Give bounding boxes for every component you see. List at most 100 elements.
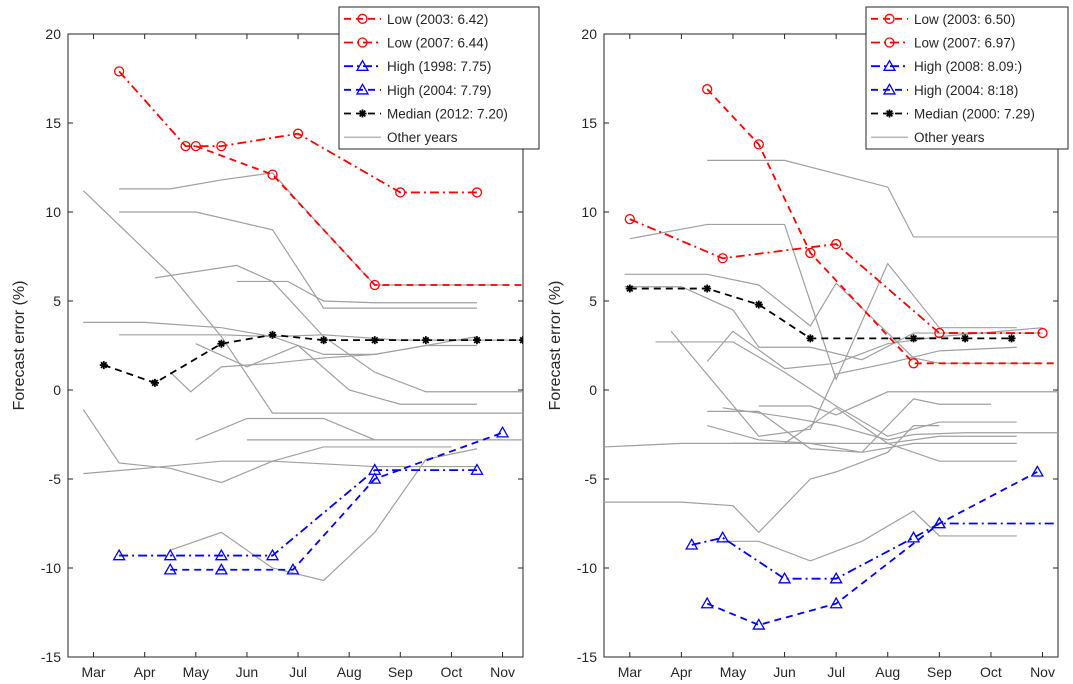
series-high-dash xyxy=(700,465,1044,630)
other-year-line xyxy=(706,327,1043,370)
other-year-line xyxy=(170,448,478,582)
other-year-line xyxy=(236,280,477,304)
x-tick-label: Nov xyxy=(1030,664,1055,680)
data-point xyxy=(625,284,634,293)
x-tick-label: Sep xyxy=(927,664,952,680)
data-point xyxy=(267,169,278,180)
other-year-line xyxy=(82,409,452,484)
series-line xyxy=(119,469,477,557)
data-point xyxy=(754,300,763,309)
data-point xyxy=(1063,518,1073,528)
legend-label: Low (2007: 6.44) xyxy=(387,36,488,51)
data-point xyxy=(395,187,406,198)
data-point xyxy=(703,284,712,293)
data-point xyxy=(932,516,946,529)
data-point xyxy=(286,562,300,575)
x-tick-label: Aug xyxy=(337,664,362,680)
other-year-line xyxy=(629,223,1017,381)
y-tick-label: 15 xyxy=(45,115,61,131)
data-point xyxy=(163,562,177,575)
legend-item: Other years xyxy=(344,130,458,145)
series-line xyxy=(195,145,523,286)
data-point xyxy=(522,284,523,286)
data-point xyxy=(1007,334,1016,343)
legend-item: Low (2003: 6.42) xyxy=(344,12,488,27)
data-point xyxy=(217,339,226,348)
legend-label: High (2004: 8:18) xyxy=(914,83,1018,98)
legend-item: Low (2007: 6.44) xyxy=(344,36,488,51)
data-point xyxy=(113,66,125,77)
data-point xyxy=(685,538,699,550)
series-line xyxy=(170,431,503,571)
other-year-line xyxy=(624,286,1043,361)
data-point xyxy=(368,472,382,484)
other-year-line xyxy=(604,425,940,534)
x-tick-label: Sep xyxy=(388,664,413,680)
legend-item: Median (2012: 7.20) xyxy=(344,107,508,122)
data-point xyxy=(471,187,483,198)
y-tick-label: -10 xyxy=(577,560,597,576)
x-tick-label: Oct xyxy=(441,664,463,680)
data-point xyxy=(700,596,714,609)
y-tick-label: 5 xyxy=(589,293,597,309)
data-point xyxy=(150,378,159,387)
legend-label: High (2008: 8.09:) xyxy=(914,59,1022,74)
series-low-dash xyxy=(702,84,1058,369)
data-point xyxy=(370,336,379,345)
y-axis-label: Forecast error (%) xyxy=(11,281,28,411)
x-tick-label: Jul xyxy=(289,664,307,680)
x-tick-label: Jun xyxy=(236,664,259,680)
legend-item: High (2004: 7.79) xyxy=(344,83,491,98)
data-point xyxy=(909,334,918,343)
data-point xyxy=(805,247,816,259)
x-tick-label: May xyxy=(183,664,209,680)
other-year-line xyxy=(82,190,523,414)
legend-item: Low (2007: 6.97) xyxy=(871,36,1015,51)
data-point xyxy=(717,253,728,264)
legend-item: High (2008: 8.09:) xyxy=(871,59,1022,74)
legend-label: Low (2003: 6.42) xyxy=(387,12,488,27)
legend-item: Low (2003: 6.50) xyxy=(871,12,1015,27)
data-point xyxy=(495,425,510,438)
legend-item: High (1998: 7.75) xyxy=(344,59,491,74)
legend: Low (2003: 6.50) Low (2007: 6.97) High (20… xyxy=(865,6,1069,150)
data-point xyxy=(519,336,523,345)
data-point xyxy=(163,548,177,561)
data-point xyxy=(470,463,484,475)
other-year-line xyxy=(169,344,477,393)
legend-marker xyxy=(882,59,897,71)
legend-label: High (1998: 7.75) xyxy=(387,59,491,74)
y-tick-label: 0 xyxy=(53,382,61,398)
other-year-line xyxy=(707,398,991,453)
legend-box xyxy=(338,6,540,150)
legend-marker xyxy=(885,109,894,118)
data-point xyxy=(908,358,919,369)
other-year-line xyxy=(83,460,477,475)
other-year-line xyxy=(758,391,1058,416)
y-tick-label: 10 xyxy=(45,204,61,220)
y-tick-label: 20 xyxy=(581,26,597,42)
data-point xyxy=(1037,327,1048,339)
other-year-line xyxy=(722,510,1017,562)
y-tick-label: 0 xyxy=(589,382,597,398)
series-high-dash xyxy=(163,425,510,575)
legend-marker xyxy=(357,13,368,24)
y-tick-label: -5 xyxy=(585,471,598,487)
data-point xyxy=(319,336,328,345)
x-tick-label: Mar xyxy=(618,664,642,680)
data-point xyxy=(806,334,815,343)
series-low-dashdot xyxy=(624,213,1048,339)
data-point xyxy=(268,330,277,339)
legend-box xyxy=(865,6,1069,150)
series-line xyxy=(118,70,477,194)
chart-right: -15 -10 -5 0 5 10 15 20 Mar Apr May Jun Jul Aug Sep Oct… xyxy=(547,6,1073,680)
chart-left: -15 -10 -5 0 5 10 15 20 Mar Apr May Jun Jul Aug Sep Oct… xyxy=(11,6,540,680)
data-point xyxy=(716,530,730,543)
other-year-line xyxy=(624,273,1043,364)
data-point xyxy=(906,530,921,543)
legend-label: Other years xyxy=(387,130,458,145)
legend-item: High (2004: 8:18) xyxy=(871,83,1018,98)
data-point xyxy=(180,140,191,152)
data-point xyxy=(421,336,430,345)
